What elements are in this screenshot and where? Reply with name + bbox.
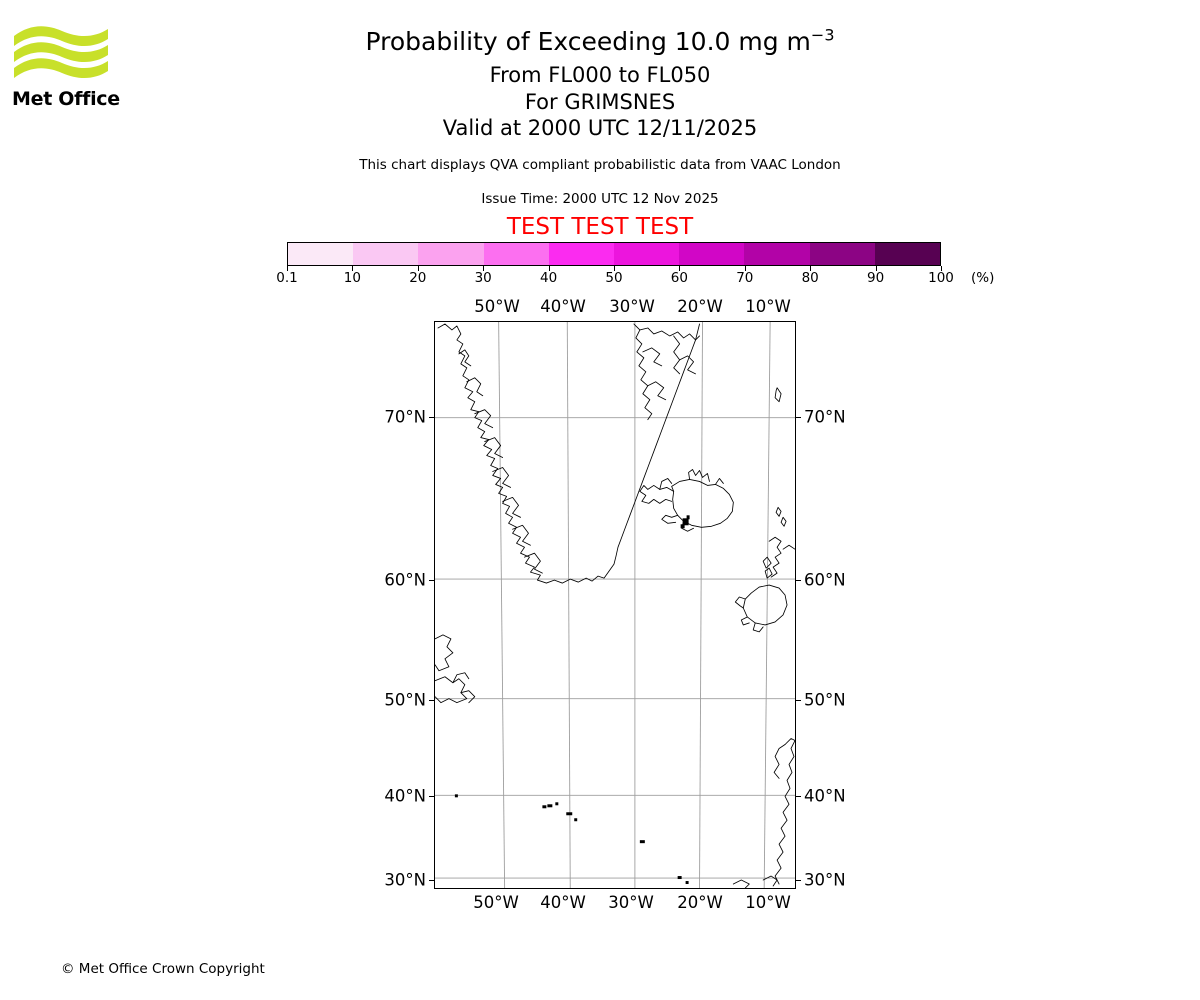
colorbar-tick-60 (679, 266, 681, 271)
coastline-iberia-africa (732, 738, 795, 888)
colorbar-bands (287, 242, 941, 266)
colorbar-tick-90 (875, 266, 877, 271)
met-office-logo-text: Met Office (12, 88, 120, 110)
valid-time-subtitle: Valid at 2000 UTC 12/11/2025 (442, 116, 758, 140)
map-svg (435, 322, 795, 888)
flight-level-subtitle: From FL000 to FL050 (489, 63, 711, 87)
lon-label-top-50°W: 50°W (474, 297, 520, 316)
lon-label-bottom-20°W: 20°W (677, 893, 723, 912)
lat-label-left-70°N: 70°N (384, 407, 426, 427)
lat-label-left-40°N: 40°N (384, 786, 426, 806)
colorbar-label-30: 30 (474, 270, 492, 286)
colorbar-label-90: 90 (867, 270, 885, 286)
lon-label-top-10°W: 10°W (745, 297, 791, 316)
colorbar-band-0 (288, 243, 354, 265)
colorbar-ticks (287, 266, 942, 272)
lat-label-right-60°N: 60°N (804, 570, 846, 590)
coastline-faroe-islands (775, 506, 787, 527)
coastline-greenland-northeast (633, 323, 700, 421)
colorbar-label-40: 40 (540, 270, 558, 286)
colorbar-label-10: 10 (343, 270, 361, 286)
lat-label-right-50°N: 50°N (804, 690, 846, 710)
colorbar-label-20: 20 (409, 270, 427, 286)
lat-tick-left-4 (429, 880, 434, 881)
colorbar-tick-70 (744, 266, 746, 271)
colorbar-label-0.1: 0.1 (276, 270, 298, 286)
colorbar-band-7 (744, 243, 810, 265)
colorbar-band-5 (614, 243, 680, 265)
colorbar-band-2 (418, 243, 484, 265)
issue-time-text: Issue Time: 2000 UTC 12 Nov 2025 (481, 191, 719, 207)
colorbar-tick-40 (548, 266, 550, 271)
lat-label-right-30°N: 30°N (804, 870, 846, 890)
colorbar-tick-100 (941, 266, 942, 271)
lon-label-top-20°W: 20°W (677, 297, 723, 316)
lat-tick-right-4 (796, 880, 801, 881)
colorbar-band-1 (353, 243, 419, 265)
colorbar-label-80: 80 (801, 270, 819, 286)
lon-label-bottom-50°W: 50°W (473, 893, 519, 912)
colorbar-tick-10 (352, 266, 354, 271)
lat-label-right-40°N: 40°N (804, 786, 846, 806)
site-subtitle: For GRIMSNES (524, 90, 676, 114)
lon-label-bottom-30°W: 30°W (608, 893, 654, 912)
colorbar-label-70: 70 (736, 270, 754, 286)
colorbar-band-3 (483, 243, 549, 265)
lon-label-bottom-10°W: 10°W (745, 893, 791, 912)
map-plot-area[interactable] (434, 321, 796, 889)
colorbar-tick-0.1 (287, 266, 288, 271)
lat-tick-right-2 (796, 700, 801, 701)
lat-label-right-70°N: 70°N (804, 407, 846, 427)
lat-label-left-60°N: 60°N (384, 570, 426, 590)
islands-atlantic (435, 634, 689, 885)
coastline-iceland (639, 469, 734, 532)
lat-tick-left-3 (429, 796, 434, 797)
coastline-greenland (437, 323, 700, 584)
colorbar-tick-30 (483, 266, 485, 271)
copyright-footer: © Met Office Crown Copyright (61, 961, 265, 977)
coastline-british-isles (734, 536, 795, 633)
lat-label-left-30°N: 30°N (384, 870, 426, 890)
colorbar-tick-20 (417, 266, 419, 271)
colorbar-unit-label: (%) (971, 270, 995, 286)
lat-tick-left-2 (429, 700, 434, 701)
test-banner: TEST TEST TEST (506, 214, 694, 240)
page-title-exponent: −3 (810, 25, 835, 45)
colorbar-tick-80 (810, 266, 812, 271)
lon-label-bottom-40°W: 40°W (540, 893, 586, 912)
colorbar-tick-labels: 0.1 10 20 30 40 50 60 70 80 90 100 (276, 270, 954, 288)
lat-label-left-50°N: 50°N (384, 690, 426, 710)
lat-tick-left-0 (429, 417, 434, 418)
lon-label-top-40°W: 40°W (540, 297, 586, 316)
colorbar-tick-50 (614, 266, 615, 271)
colorbar-band-8 (809, 243, 875, 265)
ash-probability-cells (680, 515, 690, 529)
lat-tick-right-0 (796, 417, 801, 418)
probability-colorbar (287, 242, 941, 266)
coastline-jan-mayen (774, 387, 782, 403)
page-title: Probability of Exceeding 10.0 mg m−3 (0, 25, 1200, 58)
colorbar-label-60: 60 (670, 270, 688, 286)
colorbar-band-4 (548, 243, 615, 265)
lon-label-top-30°W: 30°W (609, 297, 655, 316)
lat-tick-right-3 (796, 796, 801, 797)
page-title-text: Probability of Exceeding 10.0 mg m (365, 27, 811, 56)
lat-tick-left-1 (429, 580, 434, 581)
colorbar-band-6 (679, 243, 745, 265)
met-office-logo: Met Office (12, 22, 120, 114)
colorbar-band-9 (874, 243, 941, 265)
colorbar-label-100: 100 (928, 270, 954, 286)
map-gridlines (435, 322, 795, 888)
lat-tick-right-1 (796, 580, 801, 581)
disclaimer-text: This chart displays QVA compliant probab… (359, 157, 841, 173)
met-office-waves-icon (14, 26, 108, 79)
colorbar-label-50: 50 (605, 270, 623, 286)
